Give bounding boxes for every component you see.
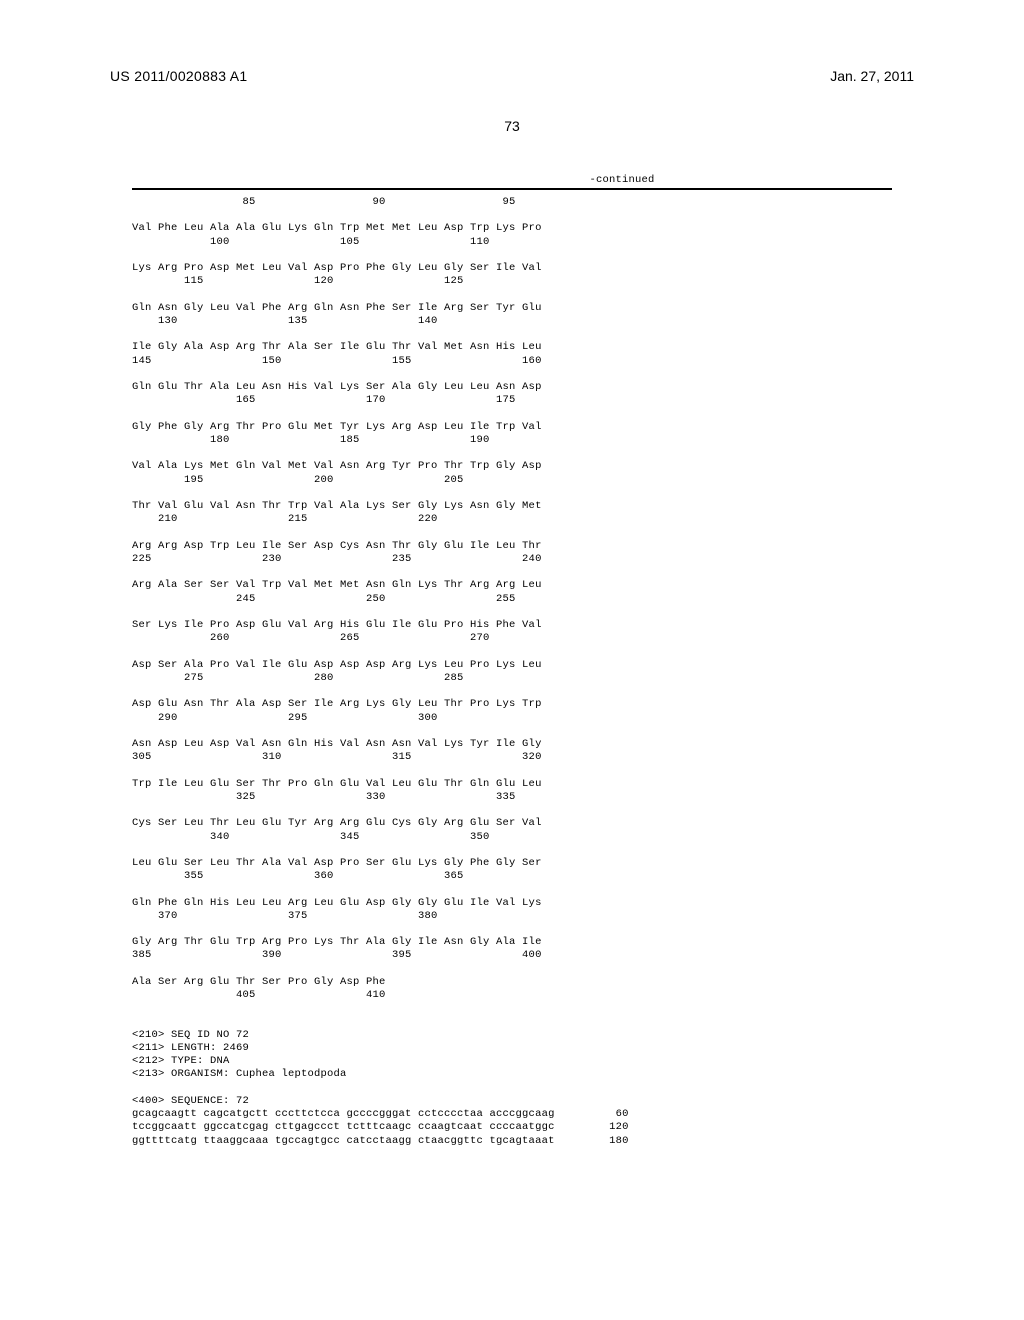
nucleotide-row: gcagcaagtt cagcatgctt cccttctcca gccccgg…	[132, 1108, 629, 1121]
nucleotide-position: 120	[555, 1121, 629, 1134]
continued-label: -continued	[352, 174, 892, 188]
publication-date: Jan. 27, 2011	[830, 68, 914, 84]
sequence-listing-body: 85 90 95 Val Phe Leu Ala Ala Glu Lys Gln…	[132, 196, 629, 1148]
nucleotide-row: ggttttcatg ttaaggcaaa tgccagtgcc catccta…	[132, 1135, 629, 1148]
nucleotide-seq: gcagcaagtt cagcatgctt cccttctcca gccccgg…	[132, 1108, 555, 1121]
publication-number: US 2011/0020883 A1	[110, 68, 247, 84]
nucleotide-row: tccggcaatt ggccatcgag cttgagccct tctttca…	[132, 1121, 629, 1134]
continued-rule	[132, 188, 892, 190]
nucleotide-seq: ggttttcatg ttaaggcaaa tgccagtgcc catccta…	[132, 1135, 555, 1148]
nucleotide-position: 180	[555, 1135, 629, 1148]
nucleotide-seq: tccggcaatt ggccatcgag cttgagccct tctttca…	[132, 1121, 555, 1134]
continued-header: -continued	[132, 174, 892, 194]
protein-and-meta-block: 85 90 95 Val Phe Leu Ala Ala Glu Lys Gln…	[132, 196, 629, 1108]
page-number: 73	[0, 118, 1024, 134]
nucleotide-position: 60	[555, 1108, 629, 1121]
patent-page: US 2011/0020883 A1 Jan. 27, 2011 73 -con…	[0, 0, 1024, 1320]
